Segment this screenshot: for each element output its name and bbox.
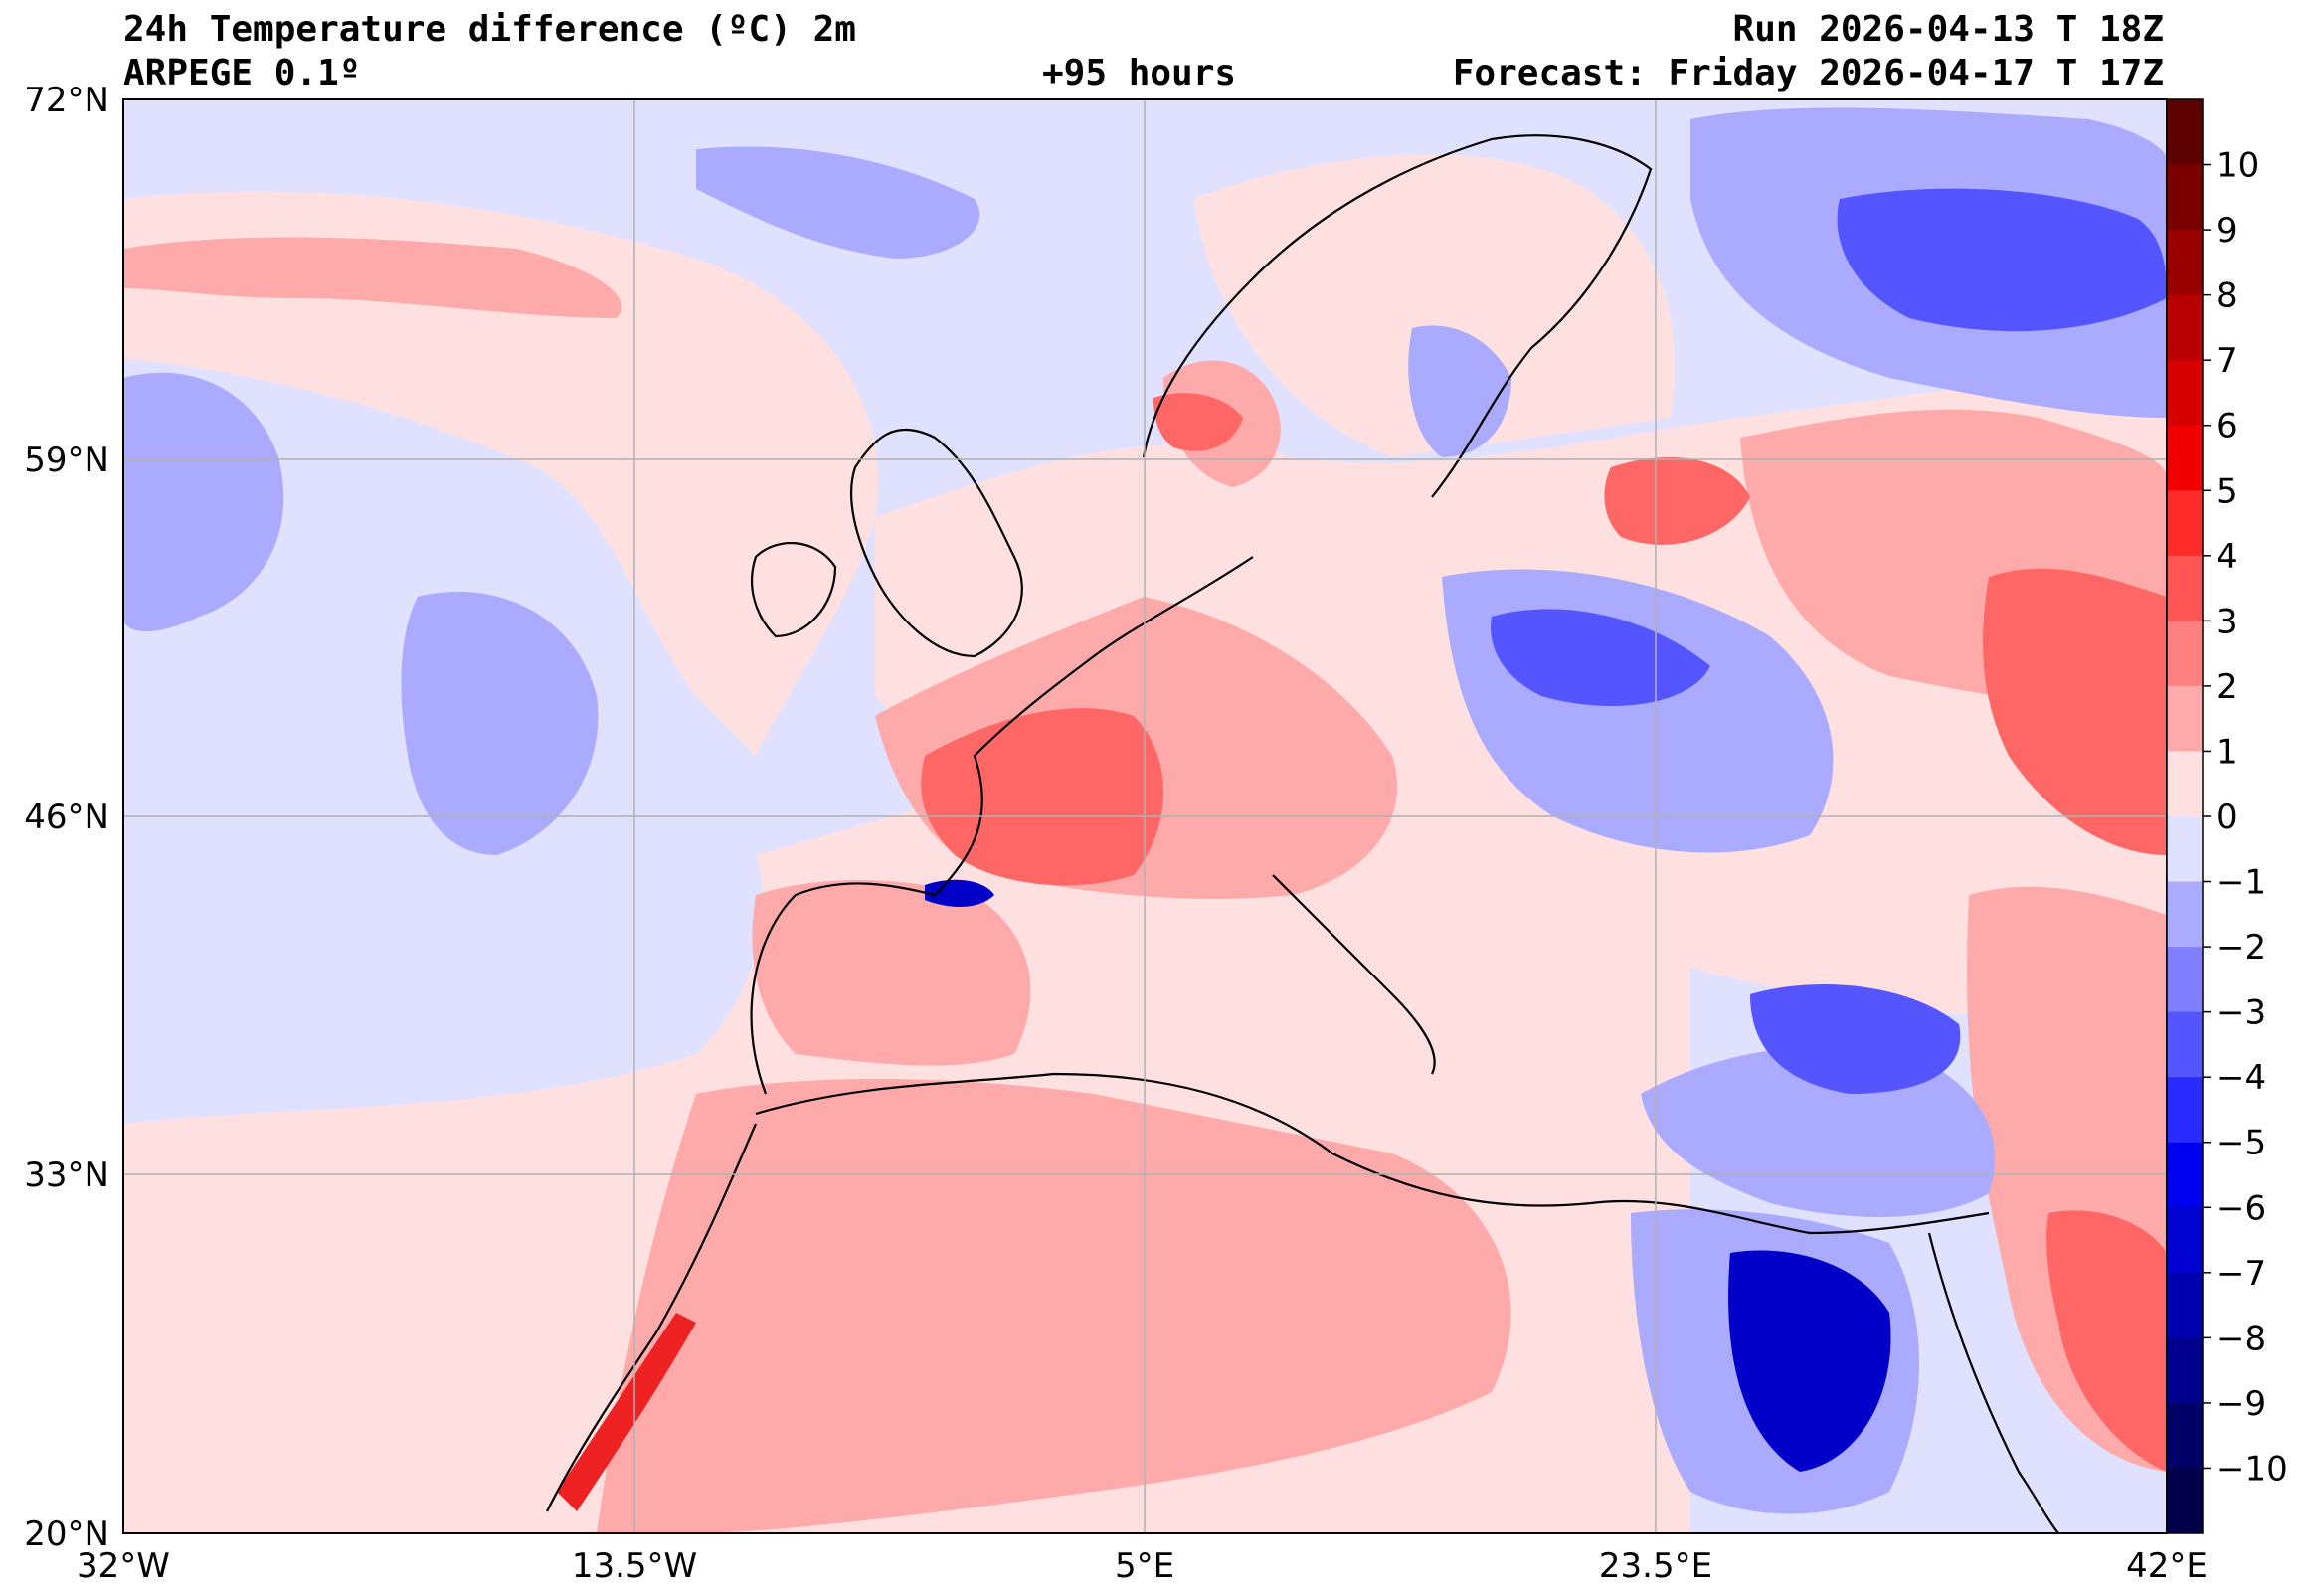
colorbar-band [2167, 1337, 2203, 1403]
colorbar-tick-label: −6 [2217, 1188, 2266, 1228]
colorbar-band [2167, 99, 2203, 165]
field-warm-iberia [752, 880, 1030, 1066]
colorbar-band [2167, 1403, 2203, 1469]
colorbar-tick-label: −5 [2217, 1124, 2266, 1163]
colorbar-band [2167, 1143, 2203, 1208]
colorbar-tick-label: 2 [2217, 667, 2238, 707]
lon-label: 5°E [1115, 1546, 1174, 1586]
latitude-labels: 72°N 59°N 46°N 33°N 20°N [24, 81, 109, 1554]
lat-label: 46°N [24, 798, 109, 837]
colorbar-band [2167, 686, 2203, 752]
colorbar-tick-label: −2 [2217, 928, 2266, 968]
colorbar-tick-label: −1 [2217, 863, 2266, 903]
colorbar-tick-label: 1 [2217, 732, 2238, 772]
colorbar-band [2167, 751, 2203, 816]
colorbar-band [2167, 1468, 2203, 1533]
colorbar-band [2167, 490, 2203, 556]
colorbar-band [2167, 1012, 2203, 1078]
colorbar-tick-label: 0 [2217, 798, 2238, 837]
colorbar-band [2167, 165, 2203, 231]
colorbar-band [2167, 556, 2203, 621]
colorbar-tick-label: 3 [2217, 602, 2238, 641]
colorbar-tick-label: 9 [2217, 211, 2238, 251]
lon-label: 13.5°W [572, 1546, 697, 1586]
colorbar-tick-label: 6 [2217, 407, 2238, 446]
lon-label: 32°W [77, 1546, 170, 1586]
colorbar-band [2167, 1273, 2203, 1338]
longitude-labels: 32°W 13.5°W 5°E 23.5°E 42°E [77, 1546, 2208, 1586]
colorbar-band [2167, 426, 2203, 491]
colorbar-tick-label: 7 [2217, 341, 2238, 381]
colorbar [2167, 99, 2203, 1534]
colorbar-tick-label: 5 [2217, 471, 2238, 511]
colorbar-band [2167, 621, 2203, 686]
colorbar-band [2167, 882, 2203, 948]
lat-label: 59°N [24, 441, 109, 480]
colorbar-tick-label: −10 [2217, 1449, 2288, 1489]
colorbar-tick-label: −7 [2217, 1254, 2266, 1294]
colorbar-band [2167, 947, 2203, 1012]
colorbar-band [2167, 816, 2203, 882]
colorbar-tick-label: −8 [2217, 1319, 2266, 1358]
colorbar-band [2167, 1207, 2203, 1273]
colorbar-tick-label: −9 [2217, 1384, 2266, 1424]
lat-label: 72°N [24, 81, 109, 120]
colorbar-band [2167, 360, 2203, 426]
colorbar-tick-label: 4 [2217, 537, 2238, 577]
colorbar-tick-label: 8 [2217, 276, 2238, 316]
colorbar-tick-label: −4 [2217, 1058, 2266, 1098]
lat-label: 33°N [24, 1155, 109, 1195]
temperature-map: 72°N 59°N 46°N 33°N 20°N 32°W 13.5°W 5°E… [0, 0, 2307, 1596]
colorbar-tick-label: 10 [2217, 146, 2259, 186]
lon-label: 23.5°E [1599, 1546, 1712, 1586]
colorbar-tick-label: −3 [2217, 993, 2266, 1033]
lon-label: 42°E [2126, 1546, 2208, 1586]
colorbar-band [2167, 230, 2203, 295]
colorbar-band [2167, 295, 2203, 361]
colorbar-band [2167, 1077, 2203, 1143]
